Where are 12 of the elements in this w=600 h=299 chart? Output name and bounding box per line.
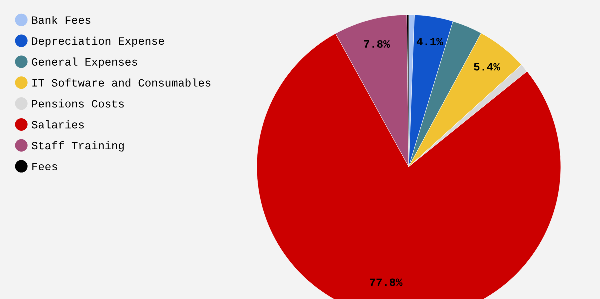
legend-label: Staff Training [32, 141, 124, 152]
legend-label: Depreciation Expense [32, 36, 164, 48]
data-label: 5.4% [474, 63, 500, 71]
legend-label: Pensions Costs [32, 100, 124, 108]
legend-label: General Expenses [32, 58, 138, 68]
legend-label: Bank Fees [32, 16, 91, 24]
data-label: 7.8% [364, 40, 390, 48]
legend-label: IT Software and Consumables [32, 78, 211, 87]
data-label: 77.8% [370, 278, 403, 286]
legend-label: Salaries [32, 120, 84, 129]
data-label: 4.1% [416, 38, 444, 46]
legend-label: Fees [32, 163, 58, 171]
